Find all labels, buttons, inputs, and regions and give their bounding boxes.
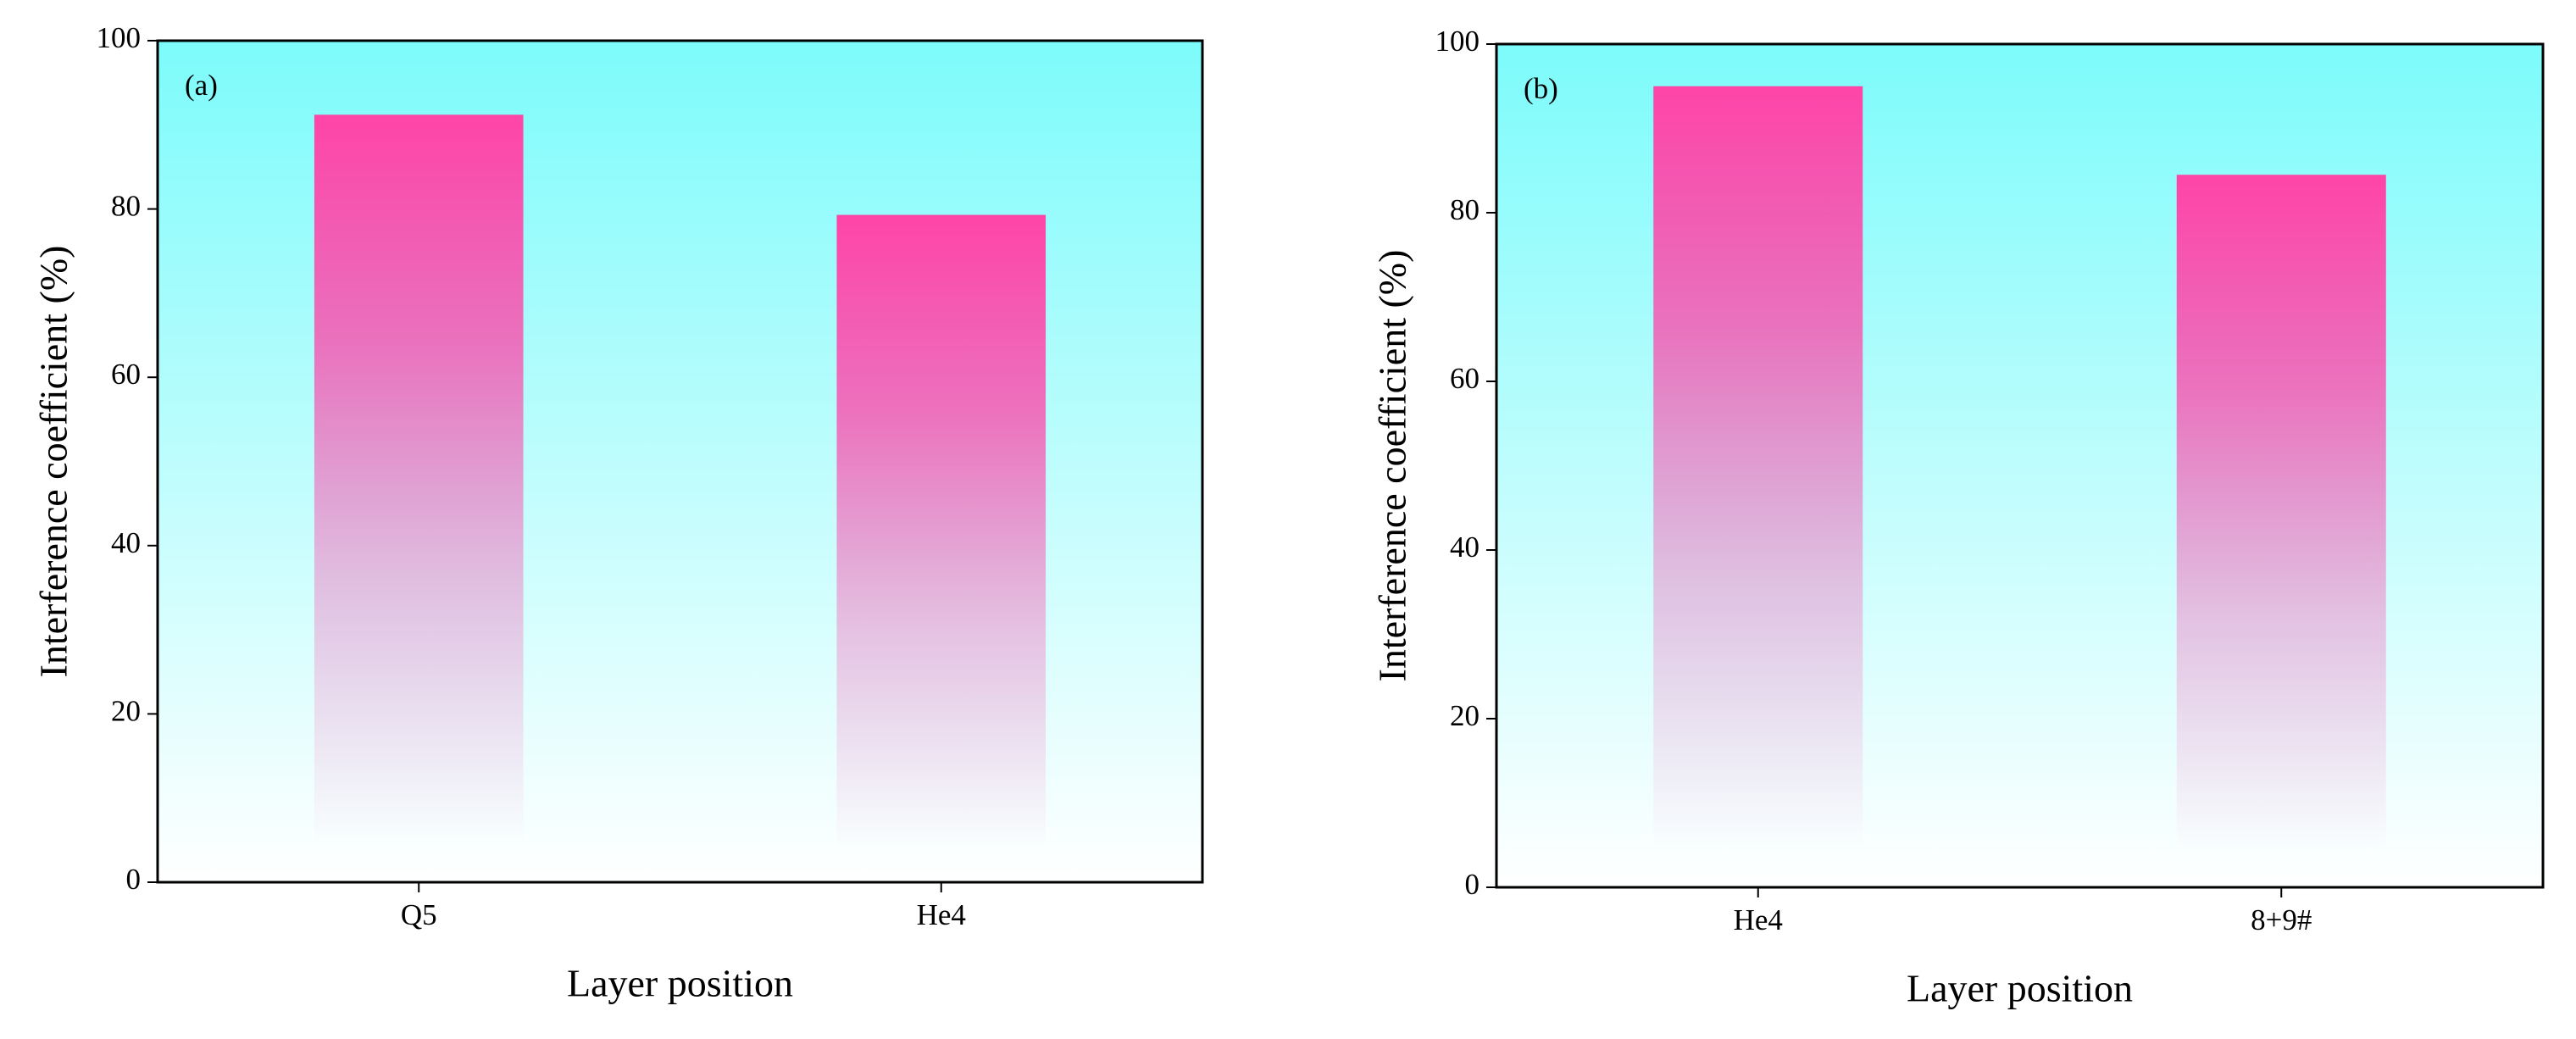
plot-frame [1495, 42, 2545, 889]
x-axis-label: Layer position [567, 962, 793, 1005]
y-tick-label: 20 [1450, 699, 1480, 732]
y-tick-label: 40 [111, 526, 141, 559]
y-tick-label: 80 [1450, 193, 1480, 226]
y-tick-label: 100 [1435, 25, 1480, 58]
bar [2176, 175, 2386, 888]
y-tick-label: 0 [126, 863, 142, 896]
bar [314, 114, 524, 882]
y-tick-label: 60 [1450, 362, 1480, 395]
y-tick-label: 100 [97, 21, 142, 54]
y-axis-label: Interference coefficient (%) [1371, 250, 1414, 682]
y-tick-label: 80 [111, 190, 141, 223]
x-tick-label: He4 [1734, 903, 1783, 936]
bar [836, 214, 1046, 882]
y-tick-label: 40 [1450, 531, 1480, 564]
panel-label: (b) [1524, 72, 1558, 105]
y-tick-label: 0 [1465, 868, 1480, 901]
x-tick-label: Q5 [401, 898, 437, 931]
plot-frame [156, 39, 1204, 884]
x-axis-label: Layer position [1907, 967, 2133, 1010]
x-tick-label: 8+9# [2251, 903, 2312, 936]
y-axis-label: Interference coefficient (%) [32, 246, 75, 678]
y-tick-label: 60 [111, 358, 141, 391]
x-tick-label: He4 [917, 898, 966, 931]
bar [1653, 86, 1863, 887]
panel-label: (a) [185, 69, 218, 102]
y-tick-label: 20 [111, 694, 141, 727]
